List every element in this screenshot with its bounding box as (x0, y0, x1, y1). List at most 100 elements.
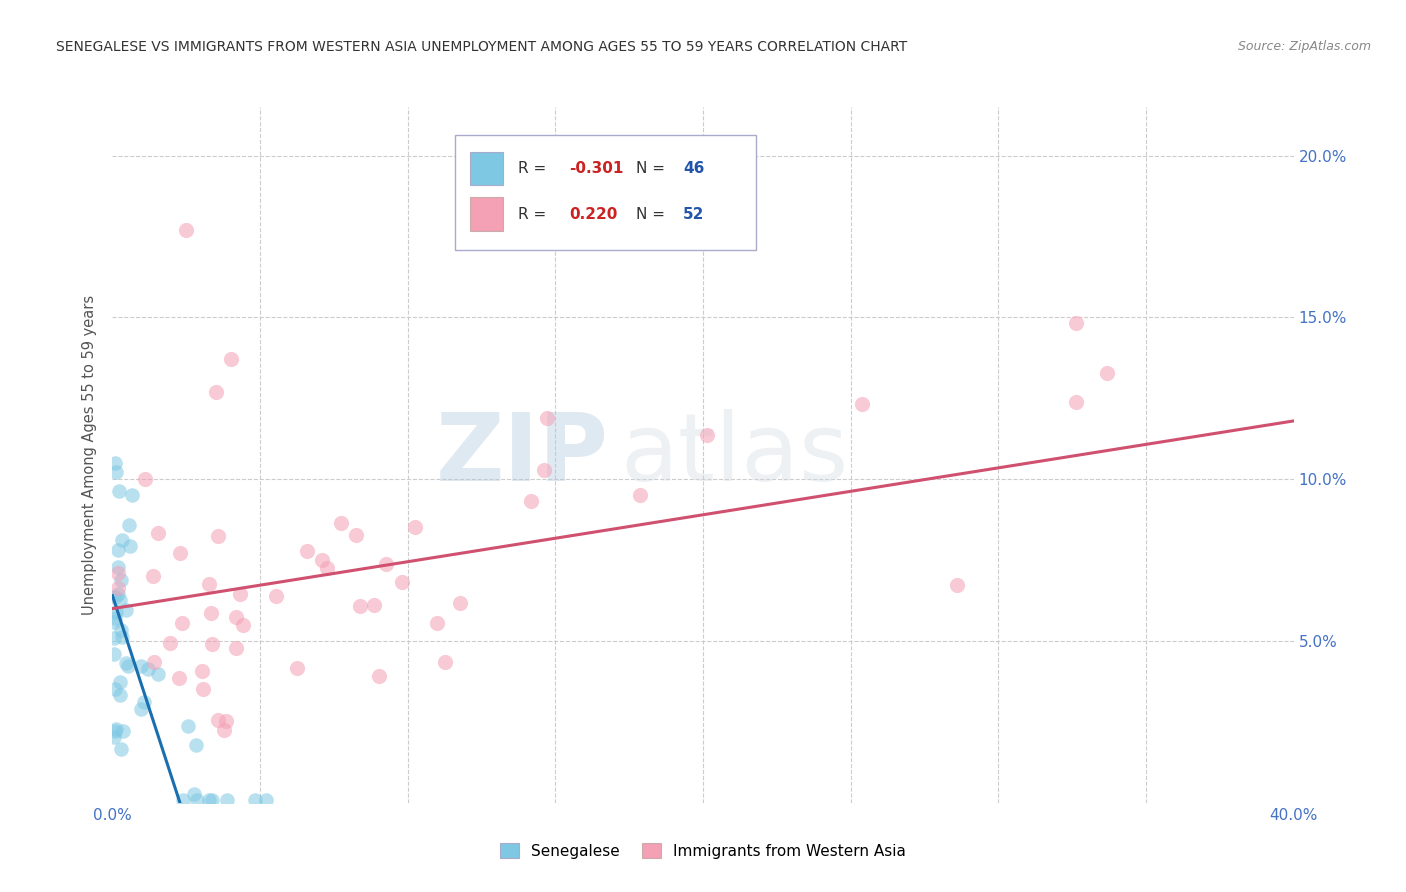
Text: atlas: atlas (620, 409, 849, 501)
Point (215, 792, 238, 806)
Point (104, 724, 127, 739)
Point (245, 792, 267, 806)
Point (121, 488, 143, 502)
Point (225, 609, 247, 624)
Text: 46: 46 (683, 161, 704, 176)
Point (118, 518, 141, 533)
Point (129, 659, 152, 673)
Point (696, 428, 718, 442)
Point (367, 669, 389, 683)
Point (146, 667, 169, 681)
Point (174, 223, 197, 237)
Point (107, 566, 129, 580)
Point (104, 605, 127, 619)
Point (105, 465, 128, 479)
Point (533, 463, 555, 477)
Point (232, 618, 254, 632)
Text: N =: N = (636, 207, 669, 222)
Point (117, 658, 139, 673)
Point (107, 543, 129, 558)
Point (225, 640, 247, 655)
Legend: Senegalese, Immigrants from Western Asia: Senegalese, Immigrants from Western Asia (494, 837, 912, 864)
Point (132, 695, 155, 709)
Point (285, 661, 308, 675)
Point (375, 557, 398, 571)
Text: R =: R = (517, 207, 555, 222)
Point (183, 787, 205, 801)
Point (111, 533, 134, 547)
Point (207, 713, 229, 727)
Point (159, 636, 181, 650)
Point (112, 724, 135, 739)
Text: -0.301: -0.301 (569, 161, 624, 176)
Point (228, 587, 250, 601)
Point (134, 472, 156, 486)
Point (254, 792, 277, 806)
Point (105, 722, 128, 736)
Point (200, 636, 222, 650)
Point (191, 664, 214, 678)
Point (215, 714, 238, 728)
Text: N =: N = (636, 161, 669, 176)
Point (172, 792, 194, 806)
Text: 52: 52 (683, 207, 704, 222)
Point (404, 519, 426, 533)
Point (169, 545, 191, 559)
Point (129, 702, 152, 716)
Text: Source: ZipAtlas.com: Source: ZipAtlas.com (1237, 40, 1371, 54)
Point (205, 384, 228, 399)
Point (115, 602, 138, 616)
Point (104, 611, 127, 625)
Point (344, 527, 367, 541)
Point (197, 577, 219, 591)
Text: SENEGALESE VS IMMIGRANTS FROM WESTERN ASIA UNEMPLOYMENT AMONG AGES 55 TO 59 YEAR: SENEGALESE VS IMMIGRANTS FROM WESTERN AS… (56, 40, 907, 54)
Point (1064, 394, 1087, 409)
Point (110, 742, 132, 756)
Point (114, 656, 136, 670)
Point (108, 483, 131, 498)
Point (433, 656, 456, 670)
Point (191, 682, 214, 697)
Point (110, 688, 132, 702)
Point (1064, 316, 1087, 330)
Point (214, 723, 236, 737)
Point (177, 719, 200, 733)
Point (200, 606, 222, 620)
Point (142, 569, 165, 583)
Point (363, 598, 385, 612)
Point (207, 529, 229, 543)
Point (110, 623, 132, 637)
Point (264, 590, 287, 604)
Point (104, 590, 127, 604)
Point (520, 493, 543, 508)
Y-axis label: Unemployment Among Ages 55 to 59 years: Unemployment Among Ages 55 to 59 years (82, 295, 97, 615)
Point (349, 599, 371, 613)
Point (170, 616, 193, 631)
Point (1095, 366, 1118, 380)
Text: R =: R = (517, 161, 551, 176)
Point (449, 596, 471, 610)
FancyBboxPatch shape (471, 152, 503, 185)
Point (108, 674, 131, 689)
Point (330, 516, 353, 530)
Point (120, 540, 142, 554)
Point (311, 553, 333, 567)
Point (201, 792, 224, 806)
Point (103, 647, 125, 661)
Point (108, 592, 131, 607)
Point (198, 792, 221, 806)
Point (107, 587, 129, 601)
Point (103, 615, 125, 630)
Point (110, 574, 132, 588)
Point (297, 544, 319, 558)
Point (169, 671, 191, 685)
Point (107, 581, 129, 595)
Point (186, 792, 208, 806)
Point (219, 352, 242, 367)
Point (103, 730, 125, 744)
Point (110, 630, 132, 644)
Text: ZIP: ZIP (436, 409, 609, 501)
Point (536, 410, 558, 425)
Point (103, 631, 125, 645)
Point (104, 456, 127, 470)
